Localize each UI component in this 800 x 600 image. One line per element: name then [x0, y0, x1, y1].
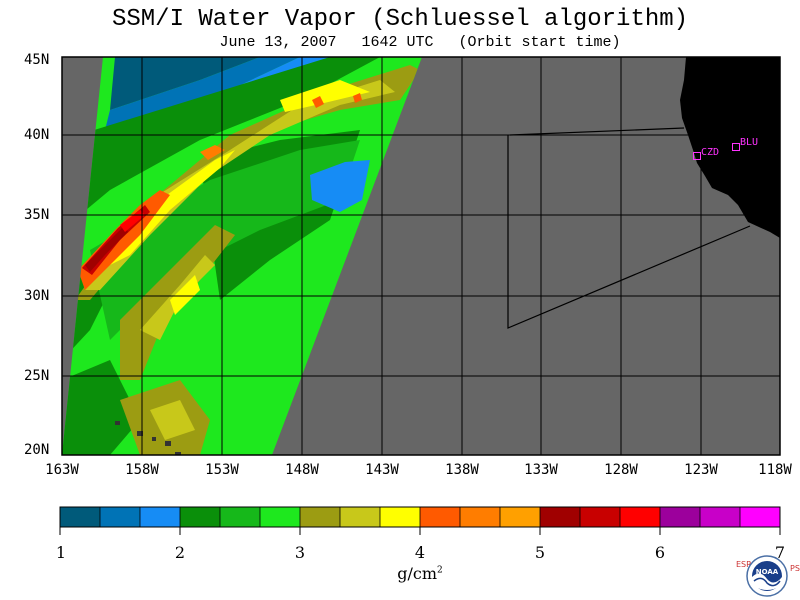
- lat-label-30n: 30N: [24, 288, 50, 304]
- colorbar-swatch: [740, 507, 781, 527]
- hawaiian-islands: [115, 421, 181, 455]
- colorbar: [59, 506, 781, 535]
- lon-label-123w: 123W: [684, 462, 718, 478]
- graticule: [62, 57, 780, 455]
- colorbar-tick-7: 7: [774, 543, 786, 562]
- noaa-logo-text: NOAA: [756, 568, 779, 576]
- lon-label-143w: 143W: [365, 462, 399, 478]
- colorbar-swatch: [660, 507, 701, 527]
- lon-label-128w: 128W: [604, 462, 638, 478]
- logo-left-text: ESRL: [736, 560, 757, 569]
- lon-label-158w: 158W: [125, 462, 159, 478]
- colorbar-tick-2: 2: [174, 543, 186, 562]
- colorbar-swatch: [700, 507, 741, 527]
- colorbar-swatch: [220, 507, 261, 527]
- station-marker-blu: [732, 143, 740, 151]
- lat-label-45n: 45N: [24, 52, 50, 68]
- lon-label-148w: 148W: [285, 462, 319, 478]
- noaa-logo: NOAA: [746, 555, 788, 597]
- station-label-czd: CZD: [701, 147, 720, 158]
- map-title: SSM/I Water Vapor (Schluessel algorithm): [111, 6, 689, 33]
- lat-label-20n: 20N: [24, 442, 50, 458]
- land-mass: [680, 57, 780, 238]
- colorbar-tick-3: 3: [294, 543, 306, 562]
- colorbar-swatch: [100, 507, 141, 527]
- subtitle-date: June 13, 2007: [219, 34, 337, 51]
- colorbar-tick-4: 4: [414, 543, 426, 562]
- model-domain-outline: [509, 127, 685, 136]
- colorbar-tick-6: 6: [654, 543, 666, 562]
- lat-label-35n: 35N: [24, 207, 50, 223]
- colorbar-swatch: [140, 507, 181, 527]
- colorbar-tick-5: 5: [534, 543, 546, 562]
- subtitle-note: (Orbit start time): [458, 34, 621, 51]
- colorbar-swatch: [620, 507, 661, 527]
- map-frame: [61, 56, 781, 456]
- colorbar-swatch: [460, 507, 501, 527]
- station-marker-czd: [693, 152, 701, 160]
- subtitle-time: 1642 UTC: [361, 34, 434, 51]
- station-label-blu: BLU: [740, 137, 759, 148]
- colorbar-swatch: [580, 507, 621, 527]
- colorbar-units: g/cm2: [380, 564, 460, 583]
- colorbar-swatch: [60, 507, 101, 527]
- lon-label-118w: 118W: [758, 462, 792, 478]
- colorbar-swatch: [180, 507, 221, 527]
- colorbar-swatch: [380, 507, 421, 527]
- lon-label-153w: 153W: [205, 462, 239, 478]
- units-text: g/cm: [397, 564, 438, 583]
- logo-right-text: PSD: [790, 564, 800, 573]
- colorbar-swatch: [300, 507, 341, 527]
- lat-label-25n: 25N: [24, 368, 50, 384]
- lon-label-133w: 133W: [524, 462, 558, 478]
- colorbar-swatch: [500, 507, 541, 527]
- colorbar-swatch: [540, 507, 581, 527]
- colorbar-swatch: [340, 507, 381, 527]
- lon-label-163w: 163W: [45, 462, 79, 478]
- units-superscript: 2: [437, 565, 443, 576]
- map-subtitle: June 13, 2007 1642 UTC (Orbit start time…: [0, 34, 800, 51]
- colorbar-swatch: [420, 507, 461, 527]
- lat-label-40n: 40N: [24, 127, 50, 143]
- model-domain-outline-2: [507, 135, 751, 329]
- colorbar-swatch: [260, 507, 301, 527]
- lon-label-138w: 138W: [445, 462, 479, 478]
- colorbar-tick-1: 1: [55, 543, 67, 562]
